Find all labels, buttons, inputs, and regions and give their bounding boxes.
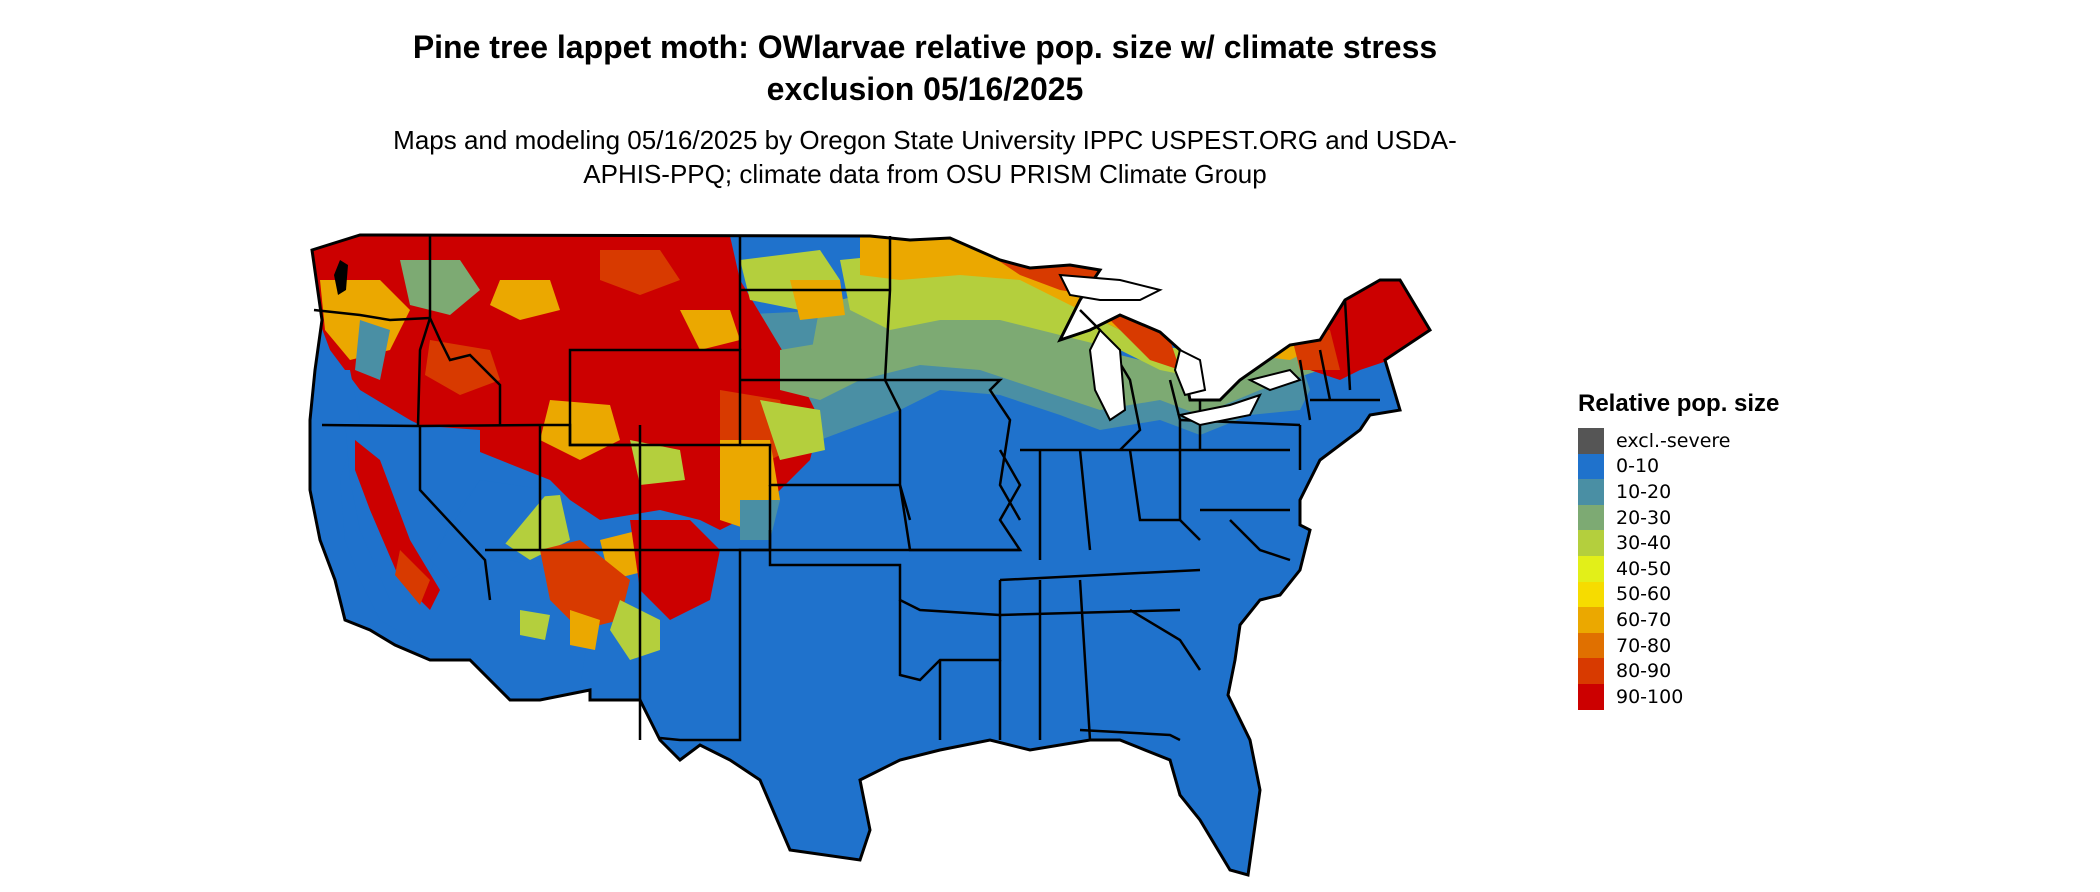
legend-item: 10-20 [1578, 479, 1779, 505]
legend: Relative pop. size excl.-severe 0-10 10-… [1578, 390, 1779, 710]
legend-swatch [1578, 428, 1604, 454]
legend-item: excl.-severe [1578, 428, 1779, 454]
legend-item: 80-90 [1578, 658, 1779, 684]
legend-item: 50-60 [1578, 581, 1779, 608]
legend-label: 10-20 [1616, 480, 1672, 503]
legend-item: 0-10 [1578, 453, 1779, 480]
legend-label: 0-10 [1616, 455, 1660, 478]
legend-label: 80-90 [1616, 660, 1672, 683]
legend-swatch [1578, 555, 1604, 582]
legend-swatch [1578, 504, 1604, 531]
legend-label: 40-50 [1616, 557, 1672, 580]
legend-item: 60-70 [1578, 607, 1779, 633]
legend-swatch [1578, 530, 1604, 556]
us-population-map [308, 233, 1433, 877]
legend-label: excl.-severe [1616, 429, 1731, 452]
map-subtitle: Maps and modeling 05/16/2025 by Oregon S… [393, 125, 1457, 189]
legend-swatch [1578, 683, 1604, 710]
legend-title: Relative pop. size [1578, 390, 1780, 417]
legend-swatch [1578, 632, 1604, 659]
legend-label: 30-40 [1616, 532, 1672, 555]
legend-item: 90-100 [1578, 683, 1779, 710]
legend-swatch [1578, 479, 1604, 505]
legend-label: 50-60 [1616, 583, 1672, 606]
legend-label: 70-80 [1616, 634, 1672, 657]
legend-label: 90-100 [1616, 685, 1684, 708]
legend-label: 20-30 [1616, 506, 1672, 529]
legend-label: 60-70 [1616, 608, 1672, 631]
legend-item: 70-80 [1578, 632, 1779, 659]
legend-item: 20-30 [1578, 504, 1779, 531]
legend-item: 40-50 [1578, 555, 1779, 582]
map-title: Pine tree lappet moth: OWlarvae relative… [412, 29, 1438, 107]
legend-swatch [1578, 453, 1604, 480]
legend-item: 30-40 [1578, 530, 1779, 556]
legend-swatch [1578, 581, 1604, 608]
legend-swatch [1578, 658, 1604, 684]
legend-swatch [1578, 607, 1604, 633]
